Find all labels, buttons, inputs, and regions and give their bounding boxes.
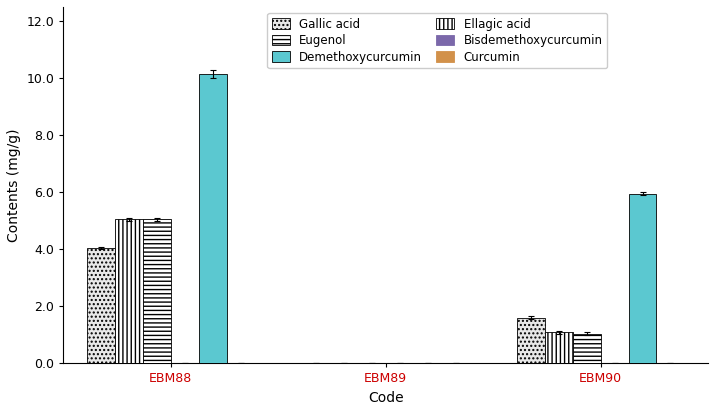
Bar (115, 220, 143, 363)
Bar (143, 220, 171, 363)
Bar (628, 194, 656, 363)
X-axis label: Code: Code (368, 391, 403, 405)
Bar (573, 334, 601, 363)
Bar (199, 74, 227, 363)
Bar (545, 332, 573, 363)
Bar (87, 248, 115, 363)
Legend: Gallic acid, Eugenol, Demethoxycurcumin, Ellagic acid, Bisdemethoxycurcumin, Cur: Gallic acid, Eugenol, Demethoxycurcumin,… (267, 13, 607, 68)
Bar (517, 318, 545, 363)
Y-axis label: Contents (mg/g): Contents (mg/g) (7, 129, 21, 242)
